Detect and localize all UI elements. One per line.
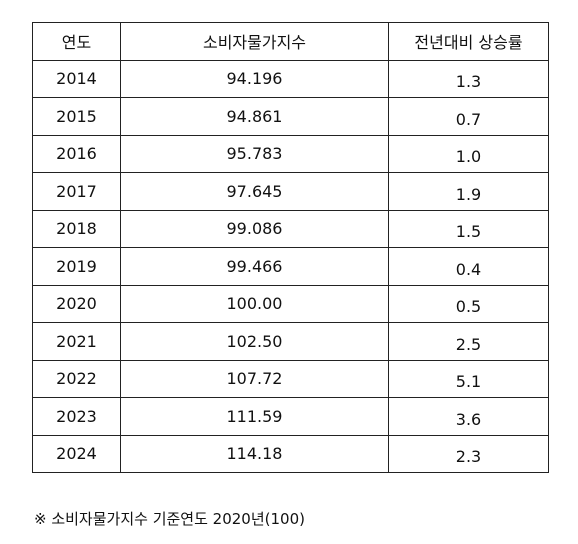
- table-cell: 0.4: [388, 247, 549, 286]
- header-cell: 전년대비 상승률: [388, 22, 549, 61]
- table-cell: 97.645: [120, 172, 389, 211]
- table-cell: 107.72: [120, 359, 389, 398]
- table-cell: 0.7: [388, 97, 549, 136]
- table-cell: 95.783: [120, 134, 389, 173]
- table-cell: 2021: [32, 322, 121, 361]
- table-row: 2019 99.466 0.4: [32, 247, 549, 286]
- table-cell: 2014: [32, 59, 121, 98]
- cpi-table: 연도 소비자물가지수 전년대비 상승률 2014 94.196 1.3 2015 94.86…: [32, 22, 549, 473]
- table-cell: 2017: [32, 172, 121, 211]
- table-row: 2018 99.086 1.5: [32, 209, 549, 248]
- table-row: 2020 100.00 0.5: [32, 284, 549, 323]
- header-cell: 연도: [32, 22, 121, 61]
- table-row: 2023 111.59 3.6: [32, 397, 549, 436]
- table-cell: 5.1: [388, 359, 549, 398]
- table-row: 2022 107.72 5.1: [32, 359, 549, 398]
- table-cell: 2019: [32, 247, 121, 286]
- table-cell: 1.3: [388, 59, 549, 98]
- table-cell: 2024: [32, 434, 121, 473]
- table-cell: 1.9: [388, 172, 549, 211]
- table-cell: 3.6: [388, 397, 549, 436]
- table-cell: 2016: [32, 134, 121, 173]
- table-cell: 2.3: [388, 434, 549, 473]
- table-row: 2014 94.196 1.3: [32, 59, 549, 98]
- table-cell: 99.086: [120, 209, 389, 248]
- table-cell: 111.59: [120, 397, 389, 436]
- table-row: 2015 94.861 0.7: [32, 97, 549, 136]
- header-row: 연도 소비자물가지수 전년대비 상승률: [32, 22, 549, 61]
- table-cell: 99.466: [120, 247, 389, 286]
- table-row: 2021 102.50 2.5: [32, 322, 549, 361]
- table-cell: 1.5: [388, 209, 549, 248]
- table-cell: 2020: [32, 284, 121, 323]
- table-cell: 0.5: [388, 284, 549, 323]
- footnote: ※ 소비자물가지수 기준연도 2020년(100): [34, 510, 305, 528]
- table-cell: 2023: [32, 397, 121, 436]
- table-cell: 94.861: [120, 97, 389, 136]
- table-row: 2016 95.783 1.0: [32, 134, 549, 173]
- table-cell: 102.50: [120, 322, 389, 361]
- table-cell: 2.5: [388, 322, 549, 361]
- table-cell: 1.0: [388, 134, 549, 173]
- table-cell: 2018: [32, 209, 121, 248]
- header-cell: 소비자물가지수: [120, 22, 389, 61]
- table-cell: 2022: [32, 359, 121, 398]
- table-row: 2017 97.645 1.9: [32, 172, 549, 211]
- table-cell: 114.18: [120, 434, 389, 473]
- table-row: 2024 114.18 2.3: [32, 434, 549, 473]
- table-cell: 100.00: [120, 284, 389, 323]
- table-cell: 2015: [32, 97, 121, 136]
- table-cell: 94.196: [120, 59, 389, 98]
